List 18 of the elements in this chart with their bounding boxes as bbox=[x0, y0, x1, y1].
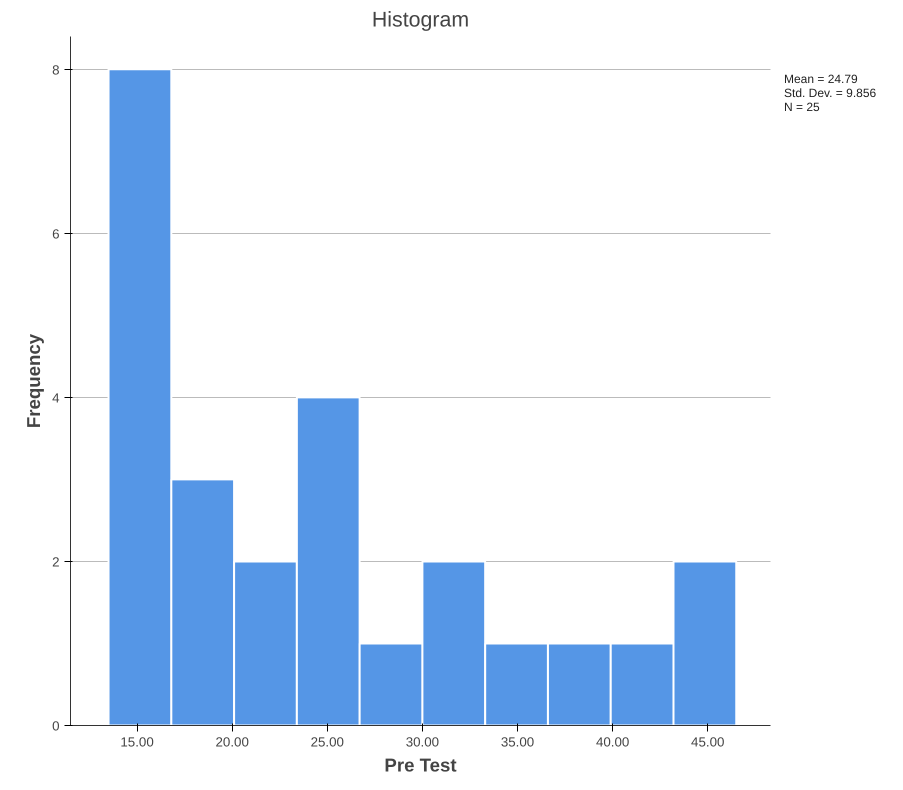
y-tick-label: 4 bbox=[52, 390, 60, 406]
text: N = 25 bbox=[784, 100, 820, 114]
text: Std. Dev. = 9.856 bbox=[784, 86, 876, 100]
x-axis-title: Pre Test bbox=[384, 754, 457, 776]
y-tick-label: 8 bbox=[52, 62, 60, 78]
y-tick-label: 6 bbox=[52, 226, 60, 242]
x-tick-label: 25.00 bbox=[310, 734, 344, 750]
text: Mean = 24.79 bbox=[784, 72, 858, 86]
y-tick-label: 2 bbox=[52, 554, 60, 570]
x-tick-label: 35.00 bbox=[500, 734, 534, 750]
x-tick-label: 15.00 bbox=[120, 734, 154, 750]
y-axis-title: Frequency bbox=[23, 333, 44, 428]
x-tick-label: 30.00 bbox=[406, 734, 440, 750]
x-tick-label: 40.00 bbox=[596, 734, 630, 750]
x-tick-label: 20.00 bbox=[216, 734, 249, 750]
x-tick-label: 45.00 bbox=[691, 734, 724, 750]
chart-title: Histogram bbox=[372, 8, 470, 32]
y-tick-label: 0 bbox=[52, 718, 60, 734]
